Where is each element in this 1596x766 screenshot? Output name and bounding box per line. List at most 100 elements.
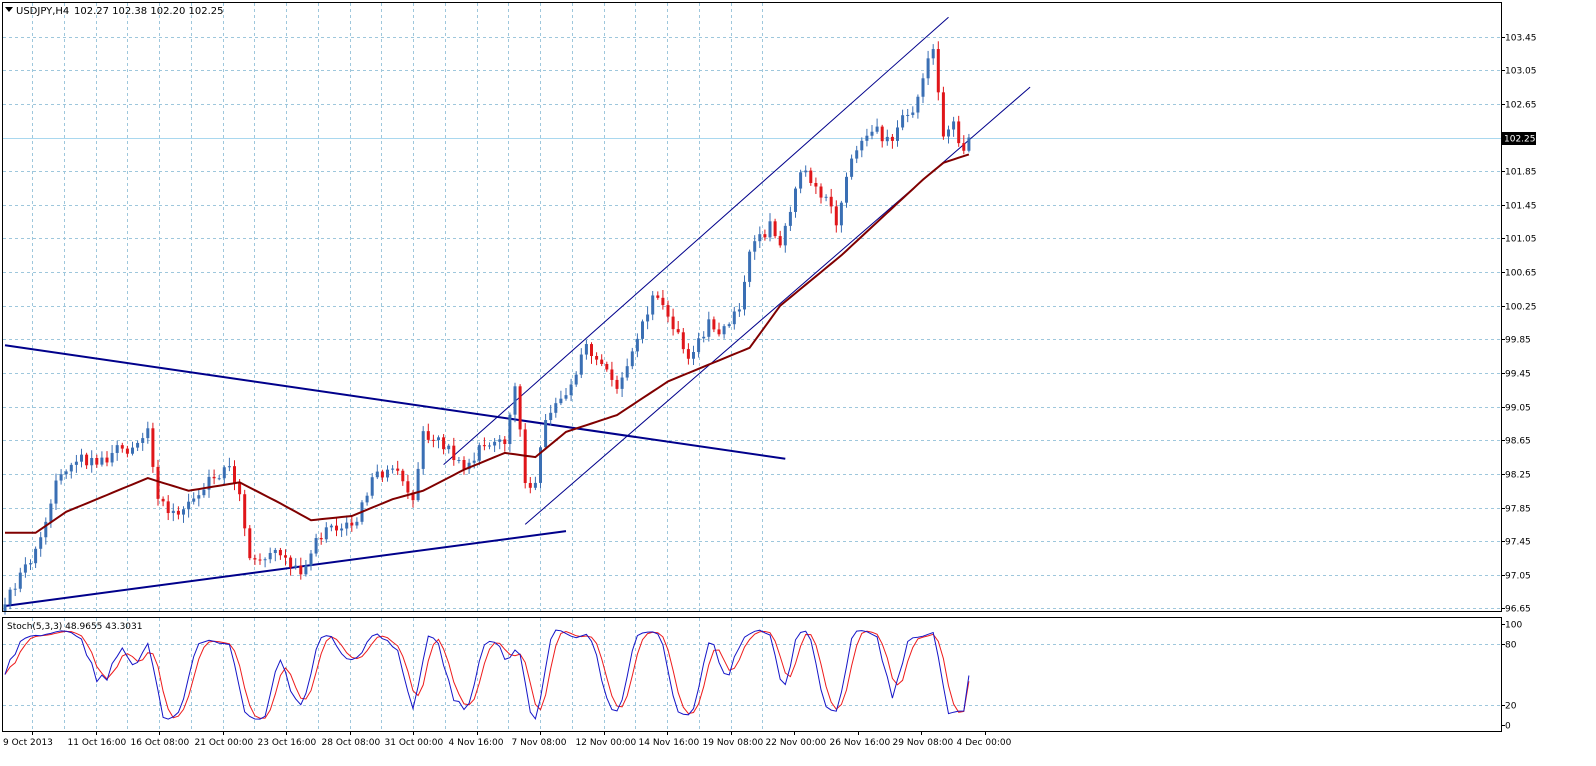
time-tick-label: 16 Oct 08:00 (131, 738, 190, 748)
candle-body (294, 565, 298, 568)
candle-body (620, 377, 624, 389)
trend-line[interactable] (4, 344, 786, 460)
candle-body (656, 295, 660, 298)
candle-body (564, 395, 568, 399)
candle-body (646, 314, 650, 322)
candle-body (207, 476, 211, 490)
stoch-grid (3, 618, 1501, 731)
candle-body (681, 332, 685, 350)
candle-body (365, 495, 369, 503)
candle-body (136, 442, 140, 448)
candle-body (18, 572, 22, 589)
candle-body (600, 359, 604, 364)
chart-menu-arrow-icon[interactable] (5, 7, 13, 12)
candle-body (528, 482, 532, 488)
trend-lines[interactable] (4, 16, 1031, 607)
candle-body (284, 555, 287, 558)
candle-body (488, 445, 491, 447)
candle-body (406, 481, 410, 493)
candle-body (227, 466, 231, 468)
candle-body (584, 344, 588, 355)
candle-body (865, 135, 869, 141)
candle-body (952, 121, 956, 130)
candle-body (707, 319, 711, 337)
candle-body (426, 431, 430, 440)
candle-body (875, 126, 879, 132)
candle-body (120, 445, 124, 449)
candle-body (319, 538, 323, 540)
candle-body (921, 78, 925, 97)
candle-body (380, 471, 384, 478)
candle-body (253, 558, 257, 560)
ohlc-values: 102.27 102.38 102.20 102.25 (74, 6, 224, 17)
candle-body (625, 366, 629, 378)
price-tick-label: 99.45 (1505, 370, 1531, 380)
candle-body (962, 143, 966, 151)
price-tick-label: 101.45 (1505, 202, 1537, 212)
candle-body (182, 509, 185, 515)
candle-body (508, 414, 512, 445)
trend-line[interactable] (4, 530, 567, 607)
candle-body (146, 428, 150, 439)
candle-body (314, 538, 318, 554)
moving-average-line (5, 153, 970, 534)
time-tick-label: 28 Oct 08:00 (322, 738, 381, 748)
candle-body (125, 448, 129, 454)
stoch-axis[interactable]: 100 80 20 0 (1501, 621, 1522, 732)
candle-body (916, 96, 920, 113)
candle-body (350, 522, 354, 526)
candle-body (936, 49, 940, 93)
candle-body (855, 150, 859, 159)
candle-body (595, 355, 599, 360)
candle-body (462, 460, 466, 470)
candle-body (493, 441, 497, 446)
candle-body (809, 170, 813, 183)
candle-body (243, 494, 247, 529)
candle-body (549, 412, 553, 421)
price-tick-label: 99.05 (1505, 404, 1531, 414)
candle-body (829, 196, 833, 207)
candle-body (197, 495, 201, 499)
candle-body (605, 363, 609, 370)
time-axis[interactable]: 9 Oct 2013 11 Oct 16:00 16 Oct 08:00 21 Oct… (3, 731, 1012, 748)
price-tick-label: 102.65 (1505, 101, 1537, 111)
candle-body (85, 454, 89, 466)
candle-body (238, 483, 242, 495)
candle-body (309, 553, 313, 566)
time-tick-label: 21 Oct 00:00 (195, 738, 254, 748)
candle-body (926, 58, 930, 79)
trend-line[interactable] (524, 86, 1031, 525)
candle-body (860, 140, 864, 151)
candle-body (141, 438, 145, 443)
candle-body (13, 588, 17, 590)
candle-body (437, 437, 440, 441)
candle-body (151, 428, 155, 467)
stoch-signal-line (4, 630, 970, 719)
current-price-label: 102.25 (1504, 135, 1536, 145)
trend-line[interactable] (443, 16, 949, 466)
stoch-tick-label: 0 (1505, 722, 1511, 732)
time-tick-label: 9 Oct 2013 (3, 738, 53, 748)
candle-body (666, 305, 670, 317)
candle-body (697, 338, 701, 353)
candle-body (29, 563, 32, 565)
candle-body (212, 476, 216, 479)
candle-body (518, 386, 522, 430)
candle-body (783, 225, 787, 246)
candle-body (391, 468, 395, 470)
candle-body (941, 92, 945, 137)
candle-body (768, 221, 772, 238)
candle-body (799, 172, 803, 189)
candle-body (401, 470, 405, 482)
candle-body (268, 552, 272, 560)
candles (3, 41, 971, 615)
candle-body (804, 170, 808, 173)
candle-body (110, 452, 114, 463)
candle-body (156, 466, 160, 499)
candle-body (539, 447, 542, 483)
time-tick-label: 31 Oct 00:00 (385, 738, 444, 748)
candle-body (544, 420, 548, 448)
candle-body (233, 466, 236, 484)
